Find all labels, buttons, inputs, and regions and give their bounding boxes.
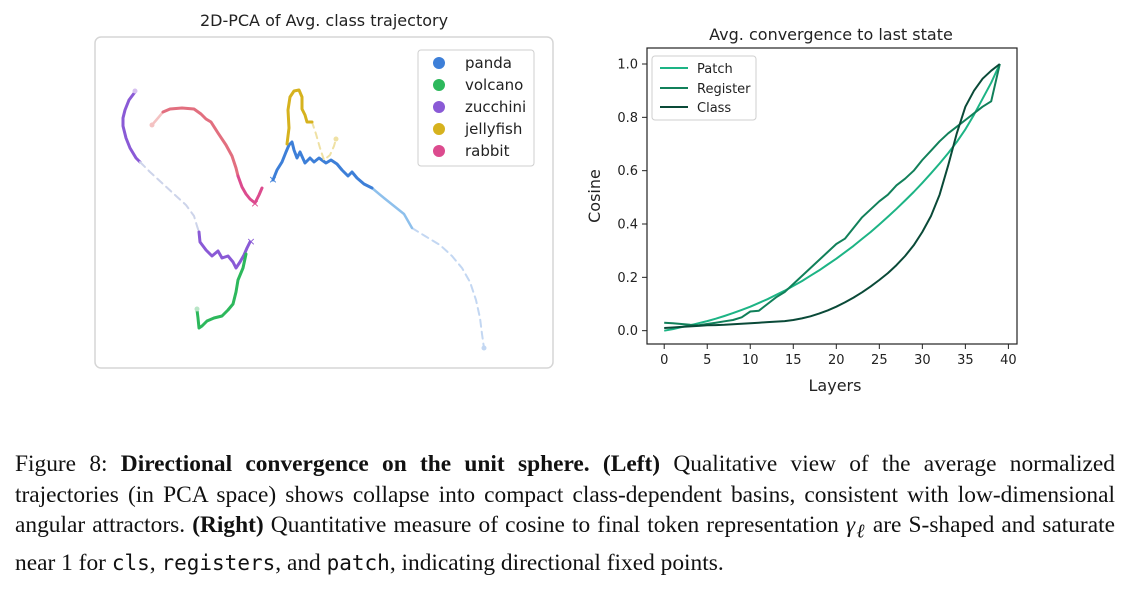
caption-left-text: Qualitative view of the average normaliz… (15, 451, 1115, 538)
jellyfish-end-marker (333, 136, 339, 142)
legend-item-zucchini: zucchini (433, 98, 526, 116)
caption-right-text-2: are S-shaped and saturate near (15, 512, 1115, 577)
y-tick-label: 0.2 (617, 271, 638, 286)
x-axis-label: Layers (809, 376, 862, 395)
legend-label-register: Register (697, 82, 751, 97)
right-panel: Avg. convergence to last state 0 5 10 15 20 2… (585, 25, 1018, 395)
caption-code-cls: cls (111, 551, 150, 576)
figure-caption: Figure 8: Directional convergence on the… (15, 449, 1115, 579)
legend-swatch-panda (433, 57, 445, 69)
right-plot-frame (646, 47, 1018, 345)
legend-item-patch: Patch (660, 62, 733, 77)
left-legend-frame (417, 49, 535, 167)
convergence-lines (664, 63, 1001, 332)
legend-label-jellyfish: jellyfish (464, 120, 522, 138)
legend-swatch-zucchini (433, 101, 445, 113)
volcano-trajectory (195, 252, 248, 330)
y-tick-label: 0.4 (617, 218, 638, 233)
legend-label-volcano: volcano (465, 76, 523, 94)
legend-label-patch: Patch (697, 62, 733, 77)
y-tick-label: 0.0 (617, 324, 638, 339)
volcano-end-marker (194, 306, 200, 312)
legend-item-register: Register (660, 82, 751, 97)
x-axis-ticks: 0 5 10 15 20 25 30 35 40 (660, 344, 1017, 368)
caption-right-text-1: Quantitative measure of cosine to final … (270, 512, 839, 538)
rabbit-trajectory (161, 106, 240, 178)
panda-trajectory-faded (411, 227, 485, 349)
caption-for: for (78, 550, 106, 577)
rabbit-start-marker (149, 122, 155, 128)
legend-swatch-jellyfish (433, 123, 445, 135)
legend-label-class: Class (697, 101, 731, 116)
legend-item-class: Class (660, 101, 731, 116)
jellyfish-trajectory (285, 88, 314, 146)
caption-gamma: γ (845, 512, 856, 538)
caption-title: Directional convergence on the unit sphe… (120, 451, 590, 477)
y-tick-label: 0.8 (617, 111, 638, 126)
y-tick-label: 1.0 (617, 58, 638, 73)
legend-swatch-rabbit (433, 145, 445, 157)
caption-right-tag: (Right) (192, 512, 264, 538)
rabbit-trajectory-end (236, 174, 264, 205)
left-panel: 2D-PCA of Avg. class trajectory × × (94, 11, 554, 369)
panda-trajectory (271, 140, 374, 190)
x-tick-label: 30 (914, 353, 931, 368)
zucchini-trajectory-end (197, 230, 252, 270)
caption-code-registers: registers (161, 551, 276, 576)
right-legend: Patch Register Class (651, 55, 757, 121)
right-chart-title: Avg. convergence to last state (709, 25, 953, 44)
rabbit-end-marker: × (250, 197, 259, 210)
legend-item-jellyfish: jellyfish (433, 120, 522, 138)
caption-comma: , (149, 550, 156, 577)
figure: 2D-PCA of Avg. class trajectory × × (94, 11, 1018, 395)
x-tick-label: 35 (957, 353, 974, 368)
pca-trajectories: × × × (121, 88, 487, 351)
jellyfish-trajectory-faded (311, 121, 337, 161)
panda-trajectory-mid (370, 186, 414, 230)
panda-start-marker: × (268, 173, 277, 186)
left-chart-title: 2D-PCA of Avg. class trajectory (200, 11, 448, 30)
series-line-register (664, 63, 1001, 327)
y-axis-ticks: 0.0 0.2 0.4 0.6 0.8 1.0 (617, 58, 647, 339)
series-line-patch (664, 63, 1001, 332)
zucchini-trajectory (121, 90, 142, 164)
right-legend-frame (651, 55, 757, 121)
caption-gamma-symbol: γℓ (845, 512, 866, 543)
legend-label-zucchini: zucchini (465, 98, 526, 116)
x-tick-label: 20 (828, 353, 845, 368)
left-legend: panda volcano zucchini jellyfish rabbit (417, 49, 535, 167)
x-tick-label: 10 (742, 353, 759, 368)
legend-item-rabbit: rabbit (433, 142, 510, 160)
caption-right-text-3: , indicating directional fixed points. (389, 550, 724, 577)
caption-and: , and (275, 550, 321, 577)
rabbit-trajectory-faded (150, 110, 165, 127)
zucchini-start-marker (132, 88, 138, 94)
legend-label-panda: panda (465, 54, 512, 72)
x-tick-label: 0 (660, 353, 668, 368)
y-axis-label: Cosine (585, 169, 604, 223)
y-tick-label: 0.6 (617, 164, 638, 179)
caption-one: 1 (61, 550, 73, 577)
caption-code-patch: patch (326, 551, 390, 576)
x-tick-label: 25 (871, 353, 888, 368)
series-line-class (664, 63, 1001, 329)
panda-end-marker (481, 345, 487, 351)
caption-left-tag: (Left) (602, 451, 661, 477)
legend-item-volcano: volcano (433, 76, 523, 94)
zucchini-trajectory-faded (139, 161, 200, 233)
x-tick-label: 5 (703, 353, 711, 368)
legend-swatch-volcano (433, 79, 445, 91)
zucchini-end-marker: × (246, 235, 255, 248)
legend-item-panda: panda (433, 54, 512, 72)
x-tick-label: 40 (1000, 353, 1017, 368)
caption-gamma-subscript: ℓ (855, 521, 866, 543)
caption-label: Figure 8: (15, 451, 108, 477)
x-tick-label: 15 (785, 353, 802, 368)
legend-label-rabbit: rabbit (465, 142, 510, 160)
